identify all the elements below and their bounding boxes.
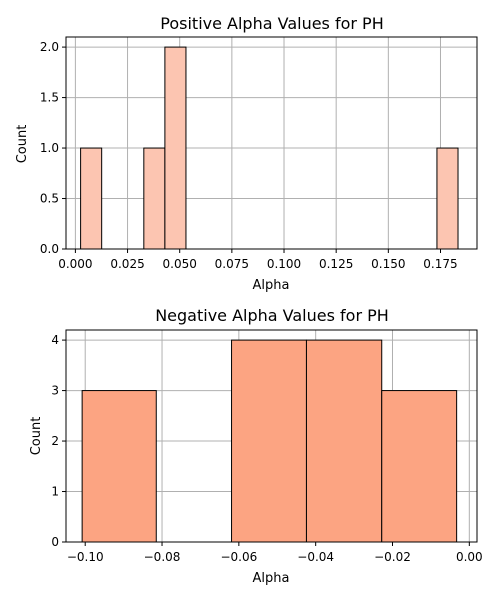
x-tick-label: −0.04 — [297, 550, 334, 564]
negative-alpha-histogram: Negative Alpha Values for PH Alpha Count… — [29, 306, 483, 586]
ticks: −0.10 −0.08 −0.06 −0.04 −0.02 0.00 0 1 2 3 4 — [51, 333, 482, 564]
histogram-bar — [305, 339, 383, 543]
x-tick-label: −0.02 — [374, 550, 411, 564]
x-tick-label: 0.050 — [163, 257, 197, 271]
histogram-bar — [231, 339, 307, 543]
histogram-bar — [381, 390, 458, 543]
chart-title: Positive Alpha Values for PH — [160, 14, 383, 33]
histogram-bar — [81, 390, 157, 543]
histogram-bar — [436, 147, 459, 250]
axes-frame — [65, 329, 478, 543]
y-axis-label: Count — [15, 125, 30, 164]
x-axis-label: Alpha — [253, 278, 290, 293]
bars — [81, 339, 458, 543]
x-tick-label: 0.00 — [456, 550, 483, 564]
bars — [80, 46, 459, 250]
x-tick-label: 0.075 — [215, 257, 249, 271]
y-axis-label: Count — [29, 417, 44, 456]
grid — [66, 37, 477, 250]
x-tick-label: 0.125 — [319, 257, 353, 271]
ticks: 0.000 0.025 0.050 0.075 0.100 0.125 0.150 0.175… — [40, 40, 458, 271]
y-tick-label: 0.5 — [40, 192, 59, 206]
x-tick-label: 0.150 — [371, 257, 405, 271]
x-tick-label: 0.175 — [423, 257, 457, 271]
y-tick-label: 1 — [51, 485, 59, 499]
histogram-bar — [80, 147, 103, 250]
axes-frame — [65, 36, 478, 250]
y-tick-label: 2 — [51, 434, 59, 448]
x-tick-label: 0.100 — [267, 257, 301, 271]
x-tick-label: −0.08 — [144, 550, 181, 564]
x-tick-label: 0.000 — [58, 257, 92, 271]
x-axis-label: Alpha — [253, 571, 290, 586]
y-tick-label: 3 — [51, 384, 59, 398]
positive-alpha-histogram: Positive Alpha Values for PH Alpha Count… — [15, 14, 478, 293]
y-tick-label: 1.0 — [40, 141, 59, 155]
chart-title: Negative Alpha Values for PH — [155, 306, 389, 325]
x-tick-label: −0.06 — [220, 550, 257, 564]
y-tick-label: 2.0 — [40, 40, 59, 54]
y-tick-label: 0 — [51, 535, 59, 549]
y-tick-label: 1.5 — [40, 91, 59, 105]
y-tick-label: 0.0 — [40, 242, 59, 256]
y-tick-label: 4 — [51, 333, 59, 347]
histogram-bar — [164, 46, 187, 250]
histogram-bar — [143, 147, 166, 250]
x-tick-label: −0.10 — [67, 550, 104, 564]
x-tick-label: 0.025 — [110, 257, 144, 271]
